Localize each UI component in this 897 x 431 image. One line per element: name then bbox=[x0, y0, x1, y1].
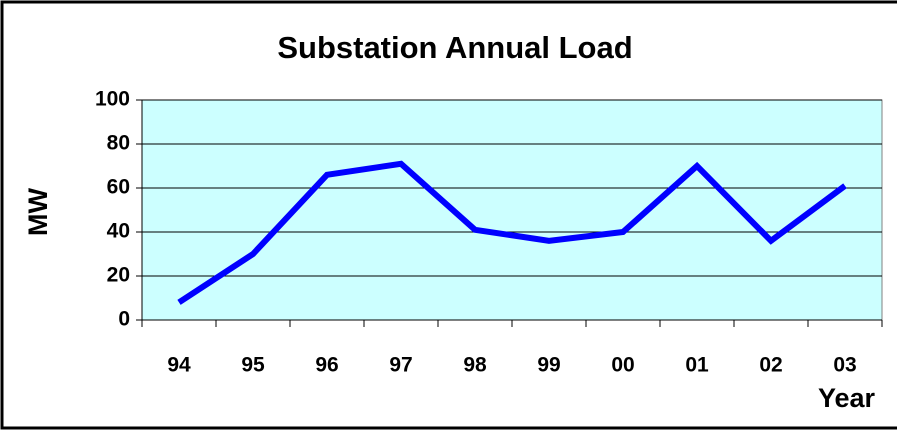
y-tick-label: 0 bbox=[118, 308, 130, 331]
y-tick-label: 60 bbox=[107, 176, 130, 199]
x-tick-label: 99 bbox=[537, 354, 560, 377]
x-tick-label: 00 bbox=[611, 354, 634, 377]
y-tick-label: 40 bbox=[107, 220, 130, 243]
x-tick-label: 95 bbox=[241, 354, 265, 377]
chart-title: Substation Annual Load bbox=[277, 30, 632, 65]
y-tick-label: 20 bbox=[107, 264, 130, 287]
x-tick-label: 94 bbox=[167, 354, 191, 377]
y-tick-label: 80 bbox=[107, 132, 130, 155]
x-tick-label: 96 bbox=[315, 354, 338, 377]
x-tick-label: 01 bbox=[685, 354, 709, 377]
x-axis-label: Year bbox=[818, 383, 876, 413]
x-tick-label: 97 bbox=[389, 354, 412, 377]
x-tick-label: 98 bbox=[463, 354, 487, 377]
x-tick-label: 02 bbox=[759, 354, 782, 377]
y-axis-label: MW bbox=[23, 188, 53, 236]
y-tick-label: 100 bbox=[95, 88, 130, 111]
plot-area bbox=[141, 99, 883, 321]
line-series bbox=[177, 160, 847, 305]
x-tick-label: 03 bbox=[833, 354, 856, 377]
